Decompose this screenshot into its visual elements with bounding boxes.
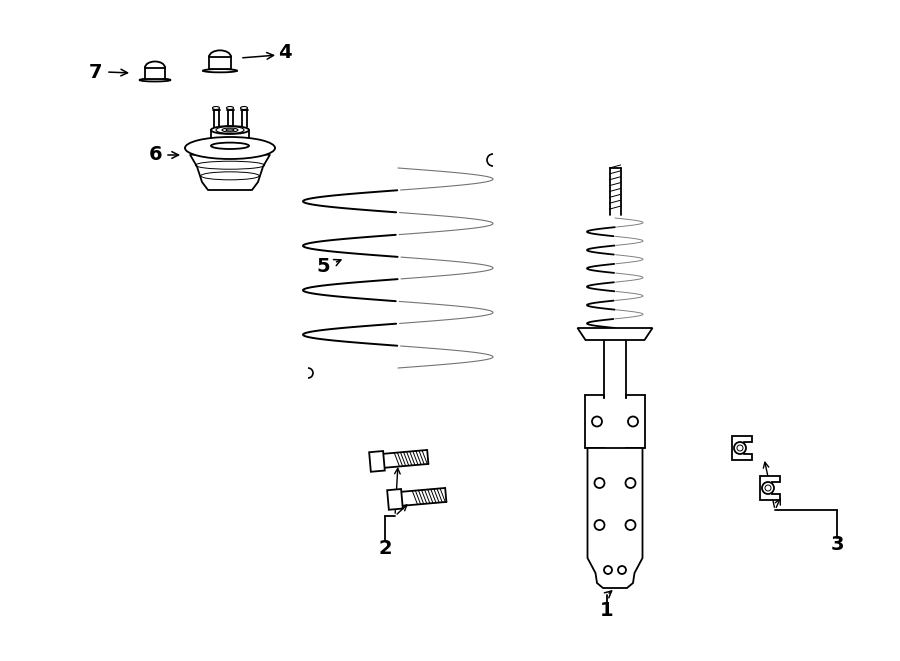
Ellipse shape [212, 106, 220, 110]
Ellipse shape [240, 106, 248, 110]
Text: 6: 6 [148, 145, 162, 165]
Text: 5: 5 [317, 256, 330, 276]
FancyBboxPatch shape [209, 57, 231, 69]
Circle shape [595, 478, 605, 488]
Polygon shape [190, 155, 270, 190]
Ellipse shape [211, 126, 249, 134]
Ellipse shape [203, 69, 237, 72]
Polygon shape [760, 476, 780, 500]
Text: 1: 1 [600, 600, 614, 619]
Ellipse shape [227, 106, 233, 110]
Circle shape [628, 416, 638, 426]
FancyBboxPatch shape [145, 67, 165, 79]
Ellipse shape [185, 137, 275, 159]
Circle shape [626, 478, 635, 488]
Ellipse shape [140, 79, 170, 81]
Text: 4: 4 [278, 42, 292, 61]
Circle shape [592, 416, 602, 426]
Circle shape [604, 566, 612, 574]
Circle shape [734, 442, 746, 454]
Circle shape [626, 520, 635, 530]
Circle shape [762, 482, 774, 494]
Polygon shape [387, 489, 403, 510]
Text: 3: 3 [830, 535, 844, 555]
Text: 7: 7 [88, 63, 102, 81]
Polygon shape [369, 451, 385, 472]
Text: 2: 2 [378, 539, 392, 557]
Circle shape [595, 520, 605, 530]
Circle shape [618, 566, 626, 574]
Polygon shape [578, 328, 652, 340]
Ellipse shape [211, 143, 249, 149]
Polygon shape [732, 436, 752, 460]
Polygon shape [588, 448, 643, 588]
